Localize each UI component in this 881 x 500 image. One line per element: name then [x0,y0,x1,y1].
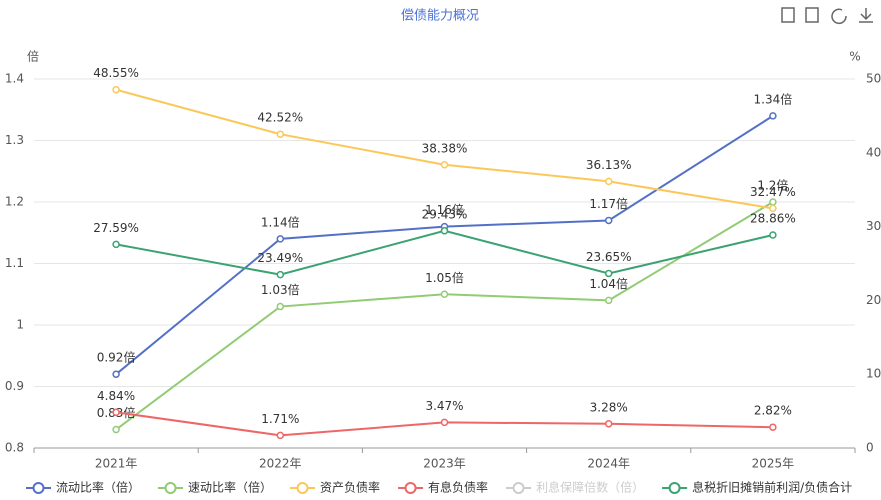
data-point [769,204,777,213]
y-tick-label: 0.8 [5,441,24,455]
legend-item[interactable]: 流动比率（倍） [26,480,140,495]
data-label: 1.03倍 [261,282,300,297]
data-label: 0.92倍 [97,350,136,365]
save-icon[interactable] [859,8,873,23]
data-label: 1.71% [261,412,299,426]
y-tick-label: 1.1 [5,256,24,270]
data-point [112,370,120,378]
data-point [440,161,449,169]
data-point [276,431,285,440]
data-label: 1.17倍 [589,196,628,211]
y-tick-label: 0.9 [5,379,24,393]
legend-marker [404,482,417,494]
legend-marker [668,482,681,494]
data-label: 36.13% [586,158,632,172]
y-axis-label: 倍 [27,49,39,64]
legend-marker [512,482,525,494]
data-label: 1.04倍 [589,276,628,291]
data-point [604,269,613,278]
x-tick-label: 2021年 [95,457,138,471]
data-point [769,231,777,239]
y-tick-label: 1.2 [5,195,24,209]
chart-title: 偿债能力概况 [401,9,479,24]
data-label: 1.16倍 [425,202,464,217]
data-point [276,130,285,138]
y2-tick-label: 10 [866,367,881,381]
data-point [440,418,449,427]
legend-label: 资产负债率 [320,480,380,495]
data-point [112,85,120,94]
y2-tick-label: 50 [866,72,881,86]
data-point [112,240,120,249]
y-tick-label: 1.4 [5,72,24,86]
legend-label: 息税折旧摊销前利润/负债合计 [692,480,852,495]
data-point [276,302,285,311]
data-label: 3.28% [590,400,628,414]
data-label: 23.65% [586,250,632,264]
y-tick-label: 1.3 [5,133,24,147]
legend-label: 利息保障倍数（倍） [536,480,644,495]
data-label: 48.55% [93,66,139,80]
data-point [440,290,449,298]
legend-label: 流动比率（倍） [56,480,140,495]
data-point [440,227,449,235]
legend-label: 有息负债率 [428,480,488,495]
y2-tick-label: 0 [866,441,874,455]
legend-marker [32,482,45,494]
x-tick-label: 2023年 [423,457,466,471]
data-point [769,112,777,120]
legend-marker [164,482,177,494]
y2-tick-label: 30 [866,219,881,233]
data-point [604,177,613,186]
legend-marker [296,482,309,494]
y2-axis-label: % [849,50,860,64]
data-label: 1.34倍 [754,91,793,106]
legend-item[interactable]: 利息保障倍数（倍） [506,480,644,495]
x-tick-label: 2024年 [587,457,630,471]
data-point [604,216,613,225]
print-icon[interactable] [781,7,795,23]
legend-item[interactable]: 有息负债率 [398,480,488,495]
data-label: 1.14倍 [261,214,300,229]
data-point [604,296,613,305]
data-point [112,425,120,434]
data-label: 23.49% [257,251,303,265]
legend-item[interactable]: 资产负债率 [290,480,380,495]
x-tick-label: 2022年 [259,457,302,471]
y-tick-label: 1 [16,318,24,332]
data-label: 42.52% [257,111,303,125]
data-point [112,408,120,417]
data-label: 27.59% [93,221,139,235]
data-label: 29.43% [422,207,468,221]
series-line [115,229,774,276]
data-point [276,270,285,279]
data-label: 28.86% [750,212,796,226]
legend-item[interactable]: 速动比率（倍） [158,480,272,495]
series-line [115,201,774,431]
y2-tick-label: 20 [866,293,881,307]
data-label: 38.38% [422,141,468,155]
data-label: 2.82% [754,404,792,418]
data-point [604,420,613,428]
data-point [276,235,285,243]
data-point [769,423,777,431]
data-point [769,198,777,206]
data-label: 4.84% [97,389,135,403]
data-label: 1.05倍 [425,270,464,285]
restore-icon[interactable] [831,8,847,25]
legend-item[interactable]: 息税折旧摊销前利润/负债合计 [662,480,852,495]
toolbar [781,7,873,25]
legend-label: 速动比率（倍） [188,480,272,495]
data-label: 3.47% [425,399,463,413]
y2-tick-label: 40 [866,145,881,159]
data-label: 32.47% [750,185,796,199]
data-view-icon[interactable] [805,7,819,23]
data-label: 1.2倍 [757,178,788,193]
x-tick-label: 2025年 [752,457,795,471]
